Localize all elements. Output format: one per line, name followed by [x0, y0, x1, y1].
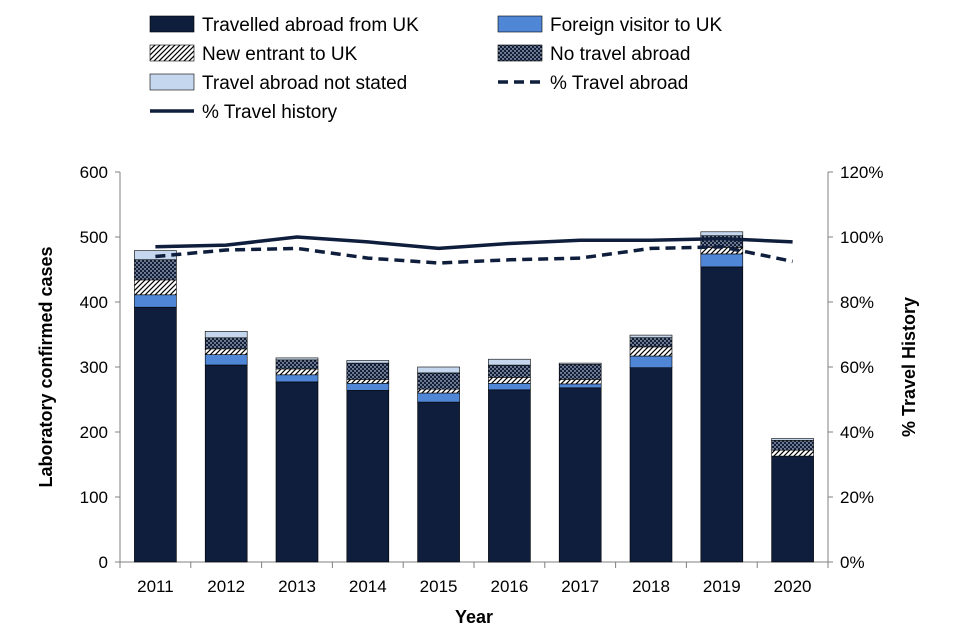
legend-item-not-stated: Travel abroad not stated: [149, 73, 407, 94]
bar-segment-2017-0: [558, 387, 602, 563]
y2-tick-label: 40%: [840, 423, 874, 442]
x-tick-label: 2012: [207, 577, 245, 596]
ticks-layer: 0 100 200 300 400 500 600 0% 20% 40% 60% 80% 100% 120…: [80, 163, 884, 596]
y-tick-label: 0: [99, 553, 108, 572]
legend-label-not-stated: Travel abroad not stated: [202, 73, 407, 94]
bar-segment-2013-4: [275, 357, 319, 361]
legend-item-foreign-visitor: Foreign visitor to UK: [497, 15, 722, 36]
bar-segment-2020-0: [771, 455, 814, 563]
bar-segment-2019-0: [700, 266, 744, 563]
bar-segment-2018-2: [629, 346, 673, 357]
bar-segment-2016-4: [488, 358, 531, 366]
bar-segment-2012-3: [204, 337, 248, 350]
bar-segment-2013-3: [275, 359, 319, 370]
y2-tick-label: 60%: [840, 358, 874, 377]
bar-segment-2018-1: [629, 355, 673, 368]
bar-segment-2016-0: [488, 389, 531, 563]
x-tick-label: 2019: [703, 577, 741, 596]
bar-segment-2013-1: [275, 374, 319, 383]
x-tick-label: 2020: [774, 577, 812, 596]
y-tick-label: 200: [80, 423, 108, 442]
bar-segment-2011-1: [134, 294, 177, 308]
x-tick-label: 2014: [349, 577, 387, 596]
bar-segment-2016-1: [488, 382, 531, 391]
x-tick-label: 2016: [490, 577, 528, 596]
bar-segment-2012-2: [204, 348, 248, 355]
y2-tick-label: 120%: [840, 163, 883, 182]
legend-label-foreign-visitor: Foreign visitor to UK: [550, 15, 722, 36]
bar-segment-2011-3: [134, 259, 177, 281]
bar-segment-2017-3: [558, 364, 602, 380]
bar-segment-2015-2: [417, 388, 460, 394]
legend-label-new-entrant: New entrant to UK: [202, 44, 358, 65]
bar-segment-2014-3: [346, 362, 390, 380]
bar-segment-2011-2: [134, 279, 177, 296]
bar-segment-2013-0: [275, 381, 319, 563]
bar-segment-2019-1: [700, 253, 744, 268]
y2-tick-label: 80%: [840, 293, 874, 312]
y-tick-label: 400: [80, 293, 108, 312]
bar-segment-2015-1: [417, 392, 460, 403]
y-tick-label: 500: [80, 228, 108, 247]
bar-segment-2016-2: [488, 377, 531, 384]
bar-segment-2014-4: [346, 360, 390, 364]
legend-item-new-entrant: New entrant to UK: [149, 44, 358, 65]
bar-segment-2018-3: [629, 337, 673, 348]
bar-segment-2014-0: [346, 390, 390, 563]
y-axis-title: Laboratory confirmed cases: [36, 246, 56, 487]
legend: Travelled abroad from UK Foreign visitor…: [149, 15, 722, 123]
legend-item-pct-travel-history: % Travel history: [150, 102, 338, 123]
legend-label-pct-travel-history: % Travel history: [202, 102, 338, 123]
legend-label-no-travel: No travel abroad: [550, 44, 690, 65]
bar-segment-2016-3: [488, 364, 531, 378]
bar-segment-2015-3: [417, 372, 460, 390]
bar-segment-2011-0: [134, 306, 177, 563]
lines-layer: [155, 235, 793, 265]
line-series-pct-travel-abroad: [155, 245, 793, 265]
y-tick-label: 100: [80, 488, 108, 507]
legend-item-pct-travel-abroad: % Travel abroad: [498, 73, 688, 94]
y2-axis-title: % Travel History: [899, 297, 919, 437]
bars-layer: [134, 231, 814, 563]
bar-segment-2018-0: [629, 367, 673, 563]
bar-segment-2018-4: [629, 334, 673, 339]
y2-tick-label: 20%: [840, 488, 874, 507]
bar-segment-2015-0: [417, 401, 460, 563]
legend-item-travelled-abroad: Travelled abroad from UK: [149, 15, 419, 36]
bar-segment-2020-3: [771, 440, 814, 451]
bar-segment-2017-4: [558, 362, 602, 365]
x-tick-label: 2018: [632, 577, 670, 596]
bar-segment-2020-2: [771, 449, 814, 457]
x-axis-title: Year: [455, 607, 493, 627]
y-tick-label: 300: [80, 358, 108, 377]
bar-segment-2012-1: [204, 354, 248, 366]
bar-segment-2017-1: [558, 383, 602, 389]
bar-segment-2012-4: [204, 330, 248, 339]
bar-segment-2020-4: [771, 438, 814, 441]
x-tick-label: 2015: [420, 577, 458, 596]
legend-label-travelled-abroad: Travelled abroad from UK: [202, 15, 419, 36]
legend-label-pct-travel-abroad: % Travel abroad: [550, 73, 688, 94]
bar-segment-2017-2: [558, 379, 602, 385]
x-tick-label: 2013: [278, 577, 316, 596]
bar-segment-2015-4: [417, 366, 460, 374]
bar-segment-2019-4: [700, 231, 744, 237]
x-tick-label: 2017: [561, 577, 599, 596]
bar-segment-2012-0: [204, 364, 248, 563]
y2-tick-label: 0%: [840, 553, 865, 572]
x-tick-label: 2011: [137, 577, 174, 596]
legend-item-no-travel: No travel abroad: [497, 44, 690, 65]
y2-tick-label: 100%: [840, 228, 883, 247]
line-series-pct-travel-history: [155, 235, 793, 251]
bar-segment-2014-2: [346, 379, 390, 384]
bar-segment-2014-1: [346, 382, 390, 391]
bar-segment-2013-2: [275, 368, 319, 376]
y-tick-label: 600: [80, 163, 108, 182]
